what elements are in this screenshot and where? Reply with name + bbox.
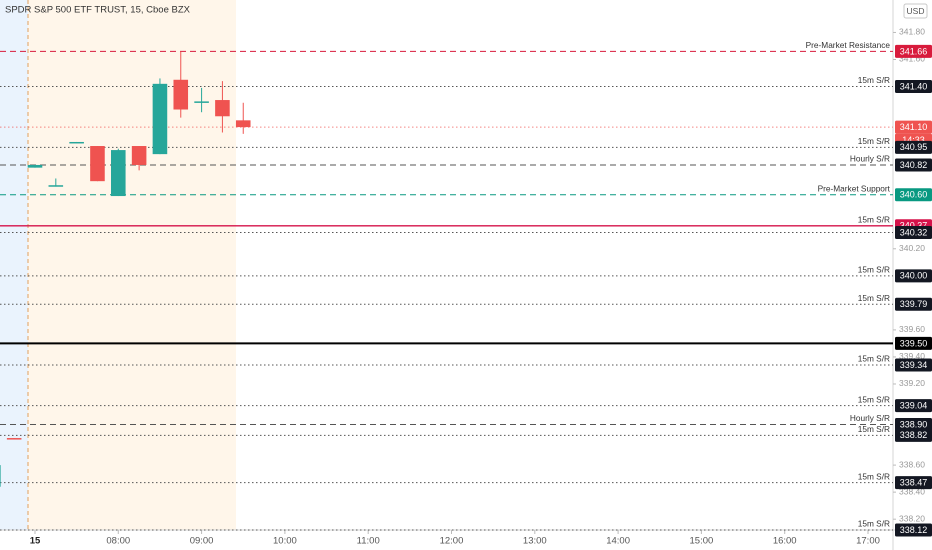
price-label: 339.79 <box>900 299 928 309</box>
candle-body <box>131 146 147 165</box>
level-text: 15m S/R <box>858 214 890 224</box>
price-label-box <box>895 158 932 172</box>
candle-body <box>48 185 64 187</box>
price-label: 339.50 <box>900 338 928 348</box>
candle-body <box>152 83 168 155</box>
axis-layer: 15 08:00 09:00 10:00 11:00 12:00 13:00 14:00 15:… <box>30 27 926 547</box>
candles-layer <box>0 51 251 487</box>
candle-body <box>27 164 43 168</box>
level-text: 15m S/R <box>858 75 890 85</box>
price-label-box <box>895 226 932 240</box>
price-label-box <box>895 80 932 94</box>
x-tick-label: 10:00 <box>273 536 297 547</box>
currency[interactable]: USD <box>907 6 925 16</box>
candle-body <box>6 438 22 440</box>
candle-body <box>90 146 105 182</box>
level-text: 15m S/R <box>858 471 890 481</box>
price-label: 340.60 <box>900 190 928 200</box>
x-tick-label: 11:00 <box>357 536 380 547</box>
price-label-box <box>895 476 932 490</box>
price-label-box <box>895 140 932 154</box>
price-label: 340.37 <box>900 221 928 231</box>
level-text: 15m S/R <box>858 293 890 303</box>
price-label-box <box>895 269 932 283</box>
price-label: 338.82 <box>900 430 928 440</box>
session-shade <box>28 0 236 530</box>
price-label: 341.40 <box>900 81 928 91</box>
y-tick-label: 338.20 <box>899 513 925 523</box>
price-label-box <box>895 399 932 413</box>
price-label-box <box>895 44 932 58</box>
candle-body <box>173 79 189 110</box>
currency-box[interactable] <box>903 3 928 19</box>
candle-body <box>235 120 251 128</box>
level-text: 15m S/R <box>858 394 890 404</box>
price-label: 341.66 <box>900 46 928 56</box>
price-label-box <box>895 418 932 432</box>
level-text: 15m S/R <box>858 354 890 364</box>
price-label: 339.34 <box>900 360 928 370</box>
price-label-box <box>895 358 932 372</box>
x-tick-label: 14:00 <box>606 536 630 547</box>
x-tick-label: 17:00 <box>856 536 880 547</box>
x-tick-label: 12:00 <box>440 536 464 547</box>
x-tick-label: 15:00 <box>690 536 714 547</box>
x-tick-label: 13:00 <box>523 536 547 547</box>
price-label-box <box>895 428 932 442</box>
x-tick-label: 09:00 <box>190 536 214 547</box>
price-label-box <box>895 336 932 350</box>
price-label: 339.04 <box>900 400 928 410</box>
price-label: 340.82 <box>900 160 928 170</box>
candle-body <box>194 101 209 103</box>
pre-session-shade <box>0 0 28 530</box>
price-label: 338.47 <box>900 478 928 488</box>
candle-body <box>111 150 126 197</box>
price-label-box <box>895 297 932 311</box>
candle-body <box>69 141 84 144</box>
y-tick-label: 340.20 <box>899 243 925 253</box>
level-text: Pre-Market Support <box>818 183 891 193</box>
x-tick-label: 15 <box>30 536 41 547</box>
price-label-box <box>895 120 932 134</box>
level-text: 15m S/R <box>858 519 890 529</box>
labels-layer: Pre-Market Resistance 341.66 15m S/R 341.40… <box>806 40 932 537</box>
levels-layer <box>0 50 893 531</box>
countdown: 14:33 <box>902 135 925 145</box>
level-text: 15m S/R <box>858 136 890 146</box>
y-tick-label: 338.60 <box>899 459 925 469</box>
y-tick-label: 341.60 <box>899 54 925 64</box>
level-text: Pre-Market Resistance <box>806 40 891 50</box>
price-label: 340.00 <box>900 271 928 281</box>
x-tick-label: 08:00 <box>106 536 130 547</box>
level-text: 15m S/R <box>858 265 890 275</box>
candle-body <box>0 465 1 487</box>
level-text: Hourly S/R <box>850 413 890 423</box>
price-label-box <box>895 523 932 537</box>
price-label: 341.10 <box>900 122 928 132</box>
y-tick-label: 341.80 <box>899 27 925 37</box>
level-text: 15m S/R <box>858 424 890 434</box>
chart-title: SPDR S&P 500 ETF TRUST, 15, Cboe BZX <box>5 5 191 16</box>
y-tick-label: 339.20 <box>899 378 925 388</box>
x-tick-label: 16:00 <box>773 536 797 547</box>
candle-body <box>215 100 230 117</box>
price-label: 338.12 <box>900 525 928 535</box>
y-tick-label: 338.40 <box>899 486 925 496</box>
price-label: 340.32 <box>900 227 928 237</box>
y-tick-label: 339.60 <box>899 324 925 334</box>
price-label: 340.95 <box>900 142 928 152</box>
y-tick-label: 339.40 <box>899 351 925 361</box>
price-label-box <box>895 188 932 202</box>
level-text: Hourly S/R <box>850 154 890 164</box>
price-label: 338.90 <box>900 419 928 429</box>
